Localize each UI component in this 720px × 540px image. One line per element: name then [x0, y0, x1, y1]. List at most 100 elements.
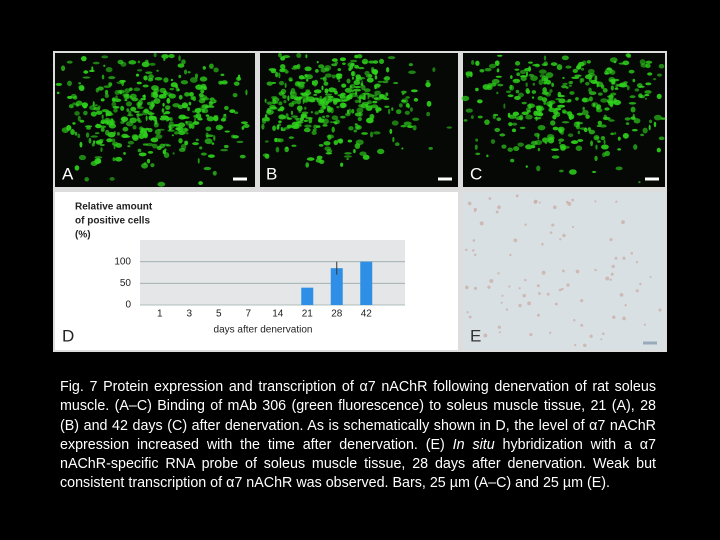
fluorescence [163, 77, 169, 83]
fluorescence [512, 78, 521, 84]
fluorescence [162, 90, 168, 96]
fluorescence [213, 67, 219, 73]
fluorescence [521, 111, 529, 116]
fluorescence [520, 75, 527, 82]
fluorescence [90, 135, 99, 138]
x-axis-label: days after denervation [214, 325, 313, 336]
caption-text: hybridization with a α7 nAChR-specific R… [60, 436, 656, 492]
fluorescence [213, 135, 216, 141]
fluorescence [615, 83, 619, 88]
cell-nucleus [473, 210, 477, 213]
fluorescence [606, 95, 614, 98]
fluorescence [128, 60, 137, 65]
fluorescence [494, 127, 501, 132]
fluorescence [108, 82, 113, 87]
fluorescence [446, 126, 453, 129]
fluorescence [600, 135, 606, 141]
fluorescence [599, 124, 607, 128]
fluorescence [425, 81, 431, 88]
fluorescence [656, 147, 661, 153]
fluorescence [426, 79, 430, 83]
fluorescence [513, 146, 520, 152]
fluorescence [67, 80, 72, 87]
fluorescence [302, 98, 305, 105]
fluorescence [509, 84, 513, 90]
fluorescence [629, 95, 636, 99]
fluorescence [514, 68, 520, 71]
cell-nucleus [622, 256, 626, 260]
fluorescence [413, 97, 419, 102]
panel-label: C [470, 164, 482, 183]
fluorescence [313, 89, 322, 94]
fluorescence [466, 72, 470, 79]
cell-nucleus [619, 293, 624, 297]
fluorescence [594, 75, 598, 82]
fluorescence [264, 98, 267, 103]
cell-nucleus [624, 304, 627, 307]
cell-nucleus [561, 287, 564, 291]
fluorescence [55, 82, 63, 86]
fluorescence [559, 169, 564, 173]
fluorescence [484, 119, 490, 125]
fluorescence [588, 87, 592, 93]
fluorescence [194, 108, 202, 114]
fluorescence [570, 80, 573, 85]
fluorescence [406, 125, 414, 128]
fluorescence [147, 151, 154, 154]
fluorescence [166, 117, 172, 121]
fluorescence [581, 109, 589, 116]
fluorescence [577, 139, 584, 142]
fluorescence [288, 136, 295, 140]
fluorescence [487, 82, 492, 89]
cell-nucleus [566, 283, 570, 287]
fluorescence [382, 80, 389, 84]
fluorescence [378, 58, 385, 64]
fluorescence [334, 61, 339, 64]
fluorescence [497, 83, 504, 87]
cell-nucleus [609, 278, 612, 281]
fluorescence [490, 139, 496, 144]
fluorescence [298, 109, 302, 113]
fluorescence [611, 81, 615, 85]
cell-nucleus [551, 223, 555, 227]
fluorescence [517, 142, 524, 147]
fluorescence [536, 165, 541, 172]
fluorescence [590, 140, 593, 147]
fluorescence [105, 120, 111, 124]
fluorescence [262, 153, 270, 157]
fluorescence [277, 138, 284, 143]
cell-nucleus [524, 223, 527, 226]
fluorescence [131, 97, 139, 102]
fluorescence [506, 90, 511, 94]
fluorescence [514, 95, 521, 101]
fluorescence [585, 81, 590, 86]
fluorescence [364, 70, 370, 76]
fluorescence [209, 101, 215, 104]
fluorescence [353, 80, 361, 86]
fluorescence [124, 88, 131, 94]
cell-nucleus [538, 292, 541, 295]
cell-nucleus [497, 325, 502, 329]
fluorescence [241, 126, 245, 130]
fluorescence [340, 115, 346, 119]
fluorescence [634, 88, 640, 92]
fluorescence [362, 154, 370, 160]
fluorescence [412, 117, 420, 121]
fluorescence [113, 131, 116, 135]
fluorescence [82, 76, 91, 79]
fluorescence [552, 126, 559, 131]
cell-nucleus [538, 201, 541, 204]
fluorescence [100, 125, 107, 128]
fluorescence [165, 144, 172, 147]
fluorescence [479, 69, 485, 73]
fluorescence [152, 92, 159, 99]
fluorescence [531, 90, 537, 94]
fluorescence [341, 83, 347, 88]
fluorescence [300, 93, 308, 96]
fluorescence [323, 101, 329, 106]
fluorescence [201, 108, 209, 114]
fluorescence [550, 62, 558, 66]
fluorescence [137, 60, 141, 64]
fluorescence [114, 156, 123, 162]
fluorescence [354, 124, 360, 130]
